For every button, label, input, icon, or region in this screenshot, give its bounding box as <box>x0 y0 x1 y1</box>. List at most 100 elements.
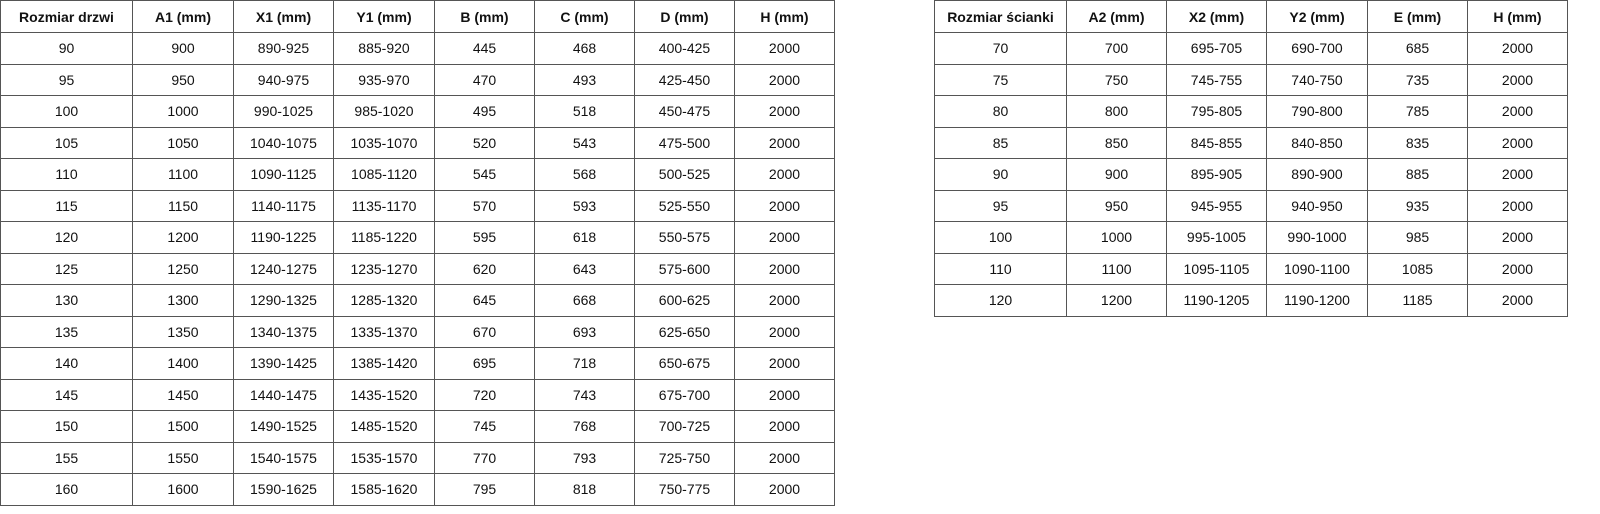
column-header: Rozmiar ścianki <box>934 0 1067 33</box>
table-cell: 1450 <box>132 378 234 411</box>
table-cell: 735 <box>1367 63 1468 96</box>
table-cell: 645 <box>434 284 535 317</box>
column-header: X2 (mm) <box>1166 0 1267 33</box>
table-cell: 2000 <box>734 221 835 254</box>
table-cell: 90 <box>0 32 133 65</box>
table-cell: 1185-1220 <box>333 221 435 254</box>
table-row: 150 1500 1490-1525 1485-1520 745 768 700-725 20… <box>0 410 835 443</box>
table-cell: 2000 <box>734 158 835 191</box>
table-cell: 120 <box>934 284 1067 317</box>
table-cell: 2000 <box>734 315 835 348</box>
table-cell: 450-475 <box>634 95 735 128</box>
table-cell: 695-705 <box>1166 32 1267 65</box>
column-header: E (mm) <box>1367 0 1468 33</box>
table-cell: 2000 <box>734 252 835 285</box>
table-cell: 140 <box>0 347 133 380</box>
table-cell: 1490-1525 <box>233 410 334 443</box>
table-cell: 740-750 <box>1266 63 1368 96</box>
table-cell: 1240-1275 <box>233 252 334 285</box>
table-cell: 835 <box>1367 126 1468 159</box>
table-cell: 1435-1520 <box>333 378 435 411</box>
table-cell: 743 <box>534 378 635 411</box>
table-header: Rozmiar drzwi A1 (mm) X1 (mm) Y1 (mm) B (mm)… <box>0 0 835 33</box>
table-cell: 750 <box>1066 63 1167 96</box>
table-cell: 100 <box>0 95 133 128</box>
table-cell: 940-950 <box>1266 189 1368 222</box>
table-cell: 2000 <box>1467 221 1568 254</box>
table-cell: 475-500 <box>634 126 735 159</box>
table-cell: 818 <box>534 473 635 506</box>
table-cell: 1440-1475 <box>233 378 334 411</box>
table-row: 95 950 940-975 935-970 470 493 425-450 2000 <box>0 63 835 96</box>
table-cell: 625-650 <box>634 315 735 348</box>
table-cell: 520 <box>434 126 535 159</box>
table-cell: 1035-1070 <box>333 126 435 159</box>
column-header: B (mm) <box>434 0 535 33</box>
table-cell: 593 <box>534 189 635 222</box>
table-row: 160 1600 1590-1625 1585-1620 795 818 750-775 20… <box>0 473 835 506</box>
table-cell: 1540-1575 <box>233 441 334 474</box>
table-cell: 2000 <box>734 32 835 65</box>
table-cell: 470 <box>434 63 535 96</box>
column-header: C (mm) <box>534 0 635 33</box>
table-cell: 70 <box>934 32 1067 65</box>
table-cell: 2000 <box>734 347 835 380</box>
table-cell: 1590-1625 <box>233 473 334 506</box>
column-header: A1 (mm) <box>132 0 234 33</box>
table-cell: 620 <box>434 252 535 285</box>
table-cell: 1385-1420 <box>333 347 435 380</box>
table-cell: 525-550 <box>634 189 735 222</box>
table-cell: 1135-1170 <box>333 189 435 222</box>
table-cell: 1335-1370 <box>333 315 435 348</box>
table-cell: 900 <box>132 32 234 65</box>
table-cell: 745 <box>434 410 535 443</box>
column-header: Rozmiar drzwi <box>0 0 133 33</box>
door-dimensions-table: Rozmiar drzwi A1 (mm) X1 (mm) Y1 (mm) B (mm)… <box>0 0 835 506</box>
table-cell: 1285-1320 <box>333 284 435 317</box>
table-row: 95 950 945-955 940-950 935 2000 <box>934 189 1568 222</box>
table-cell: 145 <box>0 378 133 411</box>
table-cell: 845-855 <box>1166 126 1267 159</box>
table-cell: 945-955 <box>1166 189 1267 222</box>
table-cell: 900 <box>1066 158 1167 191</box>
table-row: 130 1300 1290-1325 1285-1320 645 668 600-625 20… <box>0 284 835 317</box>
table-cell: 100 <box>934 221 1067 254</box>
table-cell: 1100 <box>132 158 234 191</box>
table-cell: 1085-1120 <box>333 158 435 191</box>
table-cell: 1550 <box>132 441 234 474</box>
table-cell: 550-575 <box>634 221 735 254</box>
table-cell: 885-920 <box>333 32 435 65</box>
table-cell: 115 <box>0 189 133 222</box>
table-row: 140 1400 1390-1425 1385-1420 695 718 650-675 20… <box>0 347 835 380</box>
table-cell: 795-805 <box>1166 95 1267 128</box>
table-cell: 600-625 <box>634 284 735 317</box>
table-cell: 2000 <box>1467 158 1568 191</box>
table-cell: 2000 <box>734 441 835 474</box>
table-cell: 650-675 <box>634 347 735 380</box>
table-cell: 1500 <box>132 410 234 443</box>
table-cell: 700 <box>1066 32 1167 65</box>
table-cell: 1585-1620 <box>333 473 435 506</box>
table-row: 100 1000 990-1025 985-1020 495 518 450-475 2000 <box>0 95 835 128</box>
table-row: 85 850 845-855 840-850 835 2000 <box>934 126 1568 159</box>
table-cell: 850 <box>1066 126 1167 159</box>
table-cell: 2000 <box>1467 252 1568 285</box>
table-cell: 895-905 <box>1166 158 1267 191</box>
table-cell: 675-700 <box>634 378 735 411</box>
table-cell: 985 <box>1367 221 1468 254</box>
table-cell: 80 <box>934 95 1067 128</box>
table-cell: 793 <box>534 441 635 474</box>
table-cell: 495 <box>434 95 535 128</box>
table-cell: 840-850 <box>1266 126 1368 159</box>
table-row: 155 1550 1540-1575 1535-1570 770 793 725-750 20… <box>0 441 835 474</box>
wall-panel-dimensions-table: Rozmiar ścianki A2 (mm) X2 (mm) Y2 (mm) E (m… <box>934 0 1568 317</box>
table-cell: 720 <box>434 378 535 411</box>
table-cell: 1050 <box>132 126 234 159</box>
table-row: 115 1150 1140-1175 1135-1170 570 593 525-550 20… <box>0 189 835 222</box>
table-cell: 1185 <box>1367 284 1468 317</box>
table-cell: 950 <box>1066 189 1167 222</box>
table-cell: 890-925 <box>233 32 334 65</box>
table-cell: 990-1025 <box>233 95 334 128</box>
table-cell: 935-970 <box>333 63 435 96</box>
table-cell: 700-725 <box>634 410 735 443</box>
